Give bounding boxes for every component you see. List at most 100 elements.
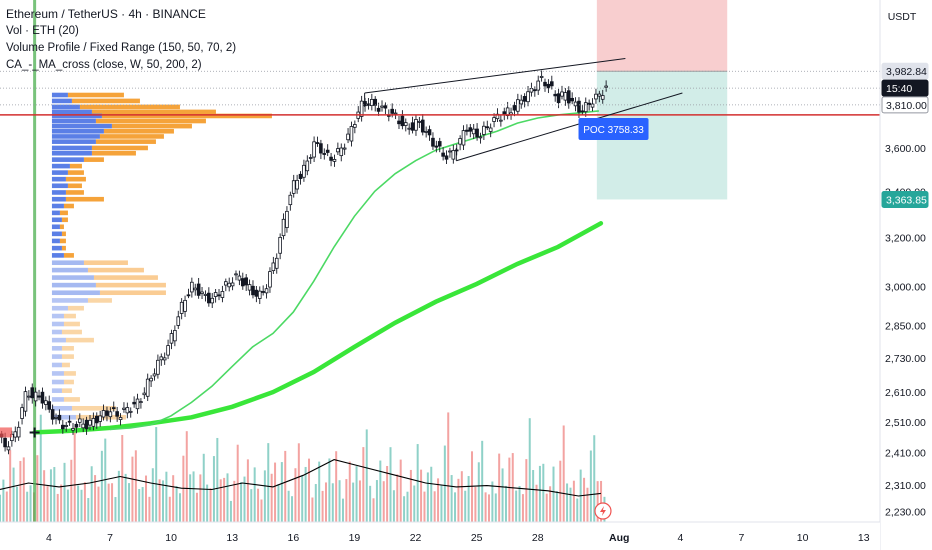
profile-row-up <box>51 397 64 402</box>
profile-row-up <box>51 267 88 273</box>
volume-bar <box>447 412 450 522</box>
volume-bar <box>521 494 524 522</box>
chart-legend: Ethereum / TetherUS · 4h · BINANCE Vol ·… <box>6 6 236 74</box>
volume-bar <box>467 476 470 522</box>
candle-body <box>468 127 473 132</box>
volume-bar <box>372 498 375 522</box>
legend-volume[interactable]: Vol · ETH (20) <box>6 25 79 37</box>
volume-bar <box>308 458 311 522</box>
candle-body <box>553 93 557 97</box>
legend-ma-cross[interactable]: CA_-_MA_cross (close, W, 50, 200, 2) <box>6 59 202 71</box>
profile-row-up <box>51 337 66 343</box>
candle-body <box>274 257 279 269</box>
candle-body <box>278 236 282 254</box>
profile-row-down <box>63 379 74 385</box>
candle-body <box>57 414 62 421</box>
time-axis[interactable]: 4 7 10 13 16 19 22 25 28 Aug 4 7 10 13 <box>0 521 880 550</box>
volume-bar <box>60 484 63 522</box>
volume-bar <box>515 490 518 522</box>
profile-row-up <box>51 305 68 311</box>
profile-row-up <box>51 123 112 129</box>
price-axis[interactable]: USDT3,600.003,400.003,200.003,000.002,85… <box>879 0 932 550</box>
candle-body <box>397 120 401 125</box>
candle-body <box>587 102 591 106</box>
price-axis-tick: 3,200.00 <box>885 232 926 244</box>
candle-body <box>240 278 245 287</box>
legend-volume-profile[interactable]: Volume Profile / Fixed Range (150, 50, 7… <box>6 42 237 54</box>
drawings[interactable]: POC 3758.33 <box>0 58 880 520</box>
profile-row-down <box>67 305 84 311</box>
price-badge[interactable] <box>881 62 929 80</box>
candle-body <box>88 419 92 426</box>
volume-bar <box>538 465 541 522</box>
volume-bar <box>131 456 134 522</box>
channel-line[interactable] <box>364 58 626 94</box>
time-axis-tick: 4 <box>677 532 683 544</box>
candle-body <box>536 80 541 91</box>
volume-bar <box>9 450 12 522</box>
volume-bar <box>138 489 141 522</box>
profile-row-down <box>65 190 84 195</box>
profile-row-up <box>51 176 66 182</box>
legend-symbol-title[interactable]: Ethereum / TetherUS · 4h · BINANCE <box>6 7 206 21</box>
volume-bar <box>63 462 66 522</box>
volume-bar <box>501 468 504 522</box>
candle-body <box>424 130 428 133</box>
volume-bar <box>358 480 361 522</box>
candle-body <box>281 218 286 237</box>
trade-box[interactable] <box>596 0 728 200</box>
volume-bar <box>545 493 548 522</box>
volume-bar <box>549 486 552 522</box>
volume-bar <box>291 496 294 522</box>
candle-body <box>271 262 276 272</box>
candle-body <box>288 194 293 206</box>
channel-line[interactable] <box>456 92 683 162</box>
profile-row-up <box>51 139 96 144</box>
time-axis-background <box>0 522 880 550</box>
profile-row-down <box>59 238 66 244</box>
profile-row-up <box>51 98 72 104</box>
candle-body <box>118 417 123 420</box>
volume-bar <box>426 472 429 522</box>
profile-row-up <box>51 405 72 411</box>
profile-row-up <box>51 134 100 139</box>
time-axis-tick: 28 <box>532 532 544 544</box>
candle-body <box>105 410 109 416</box>
candle-body <box>23 391 28 412</box>
candle-body <box>444 155 449 160</box>
volume-bar <box>487 494 490 522</box>
candle-body <box>305 160 310 172</box>
candle-body <box>47 401 52 410</box>
candle-body <box>478 136 483 139</box>
candle-body <box>30 387 35 399</box>
volume-bar <box>352 482 355 522</box>
price-badge-label: 3,363.85 <box>886 194 927 206</box>
candle-body <box>580 110 585 113</box>
candle-body <box>54 416 58 419</box>
candle-body <box>298 173 303 179</box>
candle-body <box>319 143 323 154</box>
volume-bar <box>430 466 433 522</box>
price-badge[interactable] <box>881 96 929 114</box>
volume-bar <box>49 469 52 522</box>
candle-body <box>546 83 551 89</box>
candle-body <box>6 446 11 451</box>
price-badge[interactable] <box>881 79 929 97</box>
price-badge[interactable] <box>881 190 929 208</box>
volume-bar <box>12 467 15 522</box>
volume-bar <box>382 481 385 522</box>
volume-bar <box>175 486 178 522</box>
profile-row-down <box>61 329 82 335</box>
candle-body <box>383 105 388 109</box>
time-axis-tick: 16 <box>287 532 299 544</box>
volume-bar <box>29 485 32 522</box>
price-axis-unit[interactable]: USDT <box>888 11 917 23</box>
stop-loss-zone[interactable] <box>596 0 728 72</box>
poc-label-box[interactable] <box>578 117 649 140</box>
volume-bar <box>481 440 484 522</box>
candle-body <box>291 180 296 194</box>
candle-body <box>285 210 289 228</box>
profile-row-up <box>51 362 62 368</box>
profile-row-down <box>71 405 116 411</box>
